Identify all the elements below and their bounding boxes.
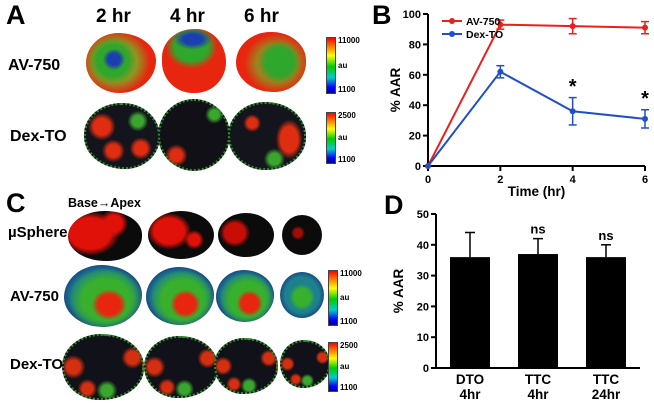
svg-text:2: 2 (497, 174, 503, 186)
svg-text:TTC: TTC (525, 372, 551, 387)
panel-b-label: B (372, 0, 392, 30)
heart-image-dexto-6hr (228, 102, 306, 170)
svg-text:10: 10 (417, 332, 429, 344)
slice-dexto-1 (62, 334, 144, 400)
colorbar-min: 1100 (340, 383, 358, 392)
slice-usphere-1 (68, 211, 142, 261)
colorbar-min: 1100 (338, 155, 356, 164)
row-label-av750: AV-750 (8, 57, 61, 74)
svg-text:0: 0 (415, 161, 421, 173)
svg-text:40: 40 (409, 100, 421, 112)
heart-image-av750-4hr (162, 29, 226, 93)
svg-text:6: 6 (642, 174, 648, 186)
panel-a-label: A (6, 0, 26, 30)
slice-dexto-4 (280, 340, 330, 388)
svg-text:% AAR: % AAR (388, 68, 403, 113)
heart-image-dexto-2hr (84, 103, 160, 169)
svg-text:4hr: 4hr (459, 387, 481, 402)
svg-text:AV-750: AV-750 (466, 16, 500, 28)
svg-text:ns: ns (530, 222, 545, 237)
panel-c-label: C (6, 188, 26, 218)
base-apex-header: Base→Apex (68, 196, 141, 210)
svg-text:40: 40 (417, 240, 429, 252)
col-header-2hr: 2 hr (96, 6, 131, 27)
slice-dexto-2 (144, 336, 218, 398)
colorbar-max: 11000 (340, 269, 362, 278)
heart-image-av750-6hr (236, 32, 306, 92)
colorbar-max: 11000 (338, 36, 360, 45)
row-label-c-av750: AV-750 (10, 288, 59, 305)
colorbar-unit: au (340, 362, 350, 371)
svg-text:0: 0 (423, 363, 429, 375)
svg-text:DTO: DTO (456, 372, 484, 387)
slice-usphere-2 (148, 211, 214, 259)
slice-dexto-3 (214, 338, 278, 394)
svg-text:TTC: TTC (593, 372, 619, 387)
slice-av750-4 (280, 272, 324, 318)
svg-text:100: 100 (403, 9, 421, 21)
heart-image-dexto-4hr (158, 99, 230, 171)
colorbar-gradient (328, 342, 338, 392)
slice-av750-3 (216, 270, 274, 322)
colorbar-gradient (328, 270, 338, 326)
colorbar-gradient (326, 112, 336, 164)
colorbar-min: 1100 (338, 85, 356, 94)
colorbar-c-av750: 11000 au 1100 (328, 270, 362, 326)
svg-text:Time (hr): Time (hr) (508, 184, 566, 199)
row-label-usphere: µSphere (8, 224, 68, 241)
heart-image-av750-2hr (86, 33, 156, 93)
slice-av750-2 (146, 267, 214, 325)
svg-text:20: 20 (409, 131, 421, 143)
svg-text:30: 30 (417, 271, 429, 283)
slice-usphere-4 (282, 215, 322, 255)
colorbar-max: 2500 (340, 341, 358, 350)
col-header-6hr: 6 hr (244, 6, 279, 27)
colorbar-a-dexto: 2500 au 1100 (326, 112, 356, 164)
slice-av750-1 (64, 265, 142, 327)
svg-text:*: * (569, 76, 577, 98)
line-chart-percent-aar: 0 20 40 60 80 100 0 2 4 6 Time (hr) % AAR AV-750Dex-… (388, 9, 649, 199)
svg-text:4: 4 (570, 174, 577, 186)
colorbar-unit: au (338, 60, 348, 70)
colorbar-c-dexto: 2500 au 1100 (328, 342, 358, 392)
colorbar-gradient (326, 37, 336, 94)
svg-text:4hr: 4hr (527, 387, 549, 402)
svg-text:Dex-TO: Dex-TO (466, 29, 503, 41)
svg-text:0: 0 (425, 174, 431, 186)
panel-d-label: D (384, 190, 404, 220)
svg-text:*: * (641, 88, 649, 110)
slice-usphere-3 (218, 213, 274, 257)
svg-text:50: 50 (417, 209, 429, 221)
svg-text:60: 60 (409, 70, 421, 82)
colorbar-max: 2500 (338, 111, 356, 120)
colorbar-unit: au (340, 293, 350, 302)
svg-text:ns: ns (598, 228, 613, 243)
colorbar-min: 1100 (340, 317, 358, 326)
svg-text:24hr: 24hr (592, 387, 621, 402)
colorbar-a-av750: 11000 au 1100 (326, 37, 360, 94)
col-header-4hr: 4 hr (170, 6, 205, 27)
svg-text:20: 20 (417, 301, 429, 313)
row-label-c-dexto: Dex-TO (10, 356, 64, 373)
svg-text:80: 80 (409, 39, 421, 51)
row-label-dexto: Dex-TO (10, 128, 67, 145)
svg-text:% AAR: % AAR (391, 269, 406, 314)
colorbar-unit: au (338, 133, 348, 142)
